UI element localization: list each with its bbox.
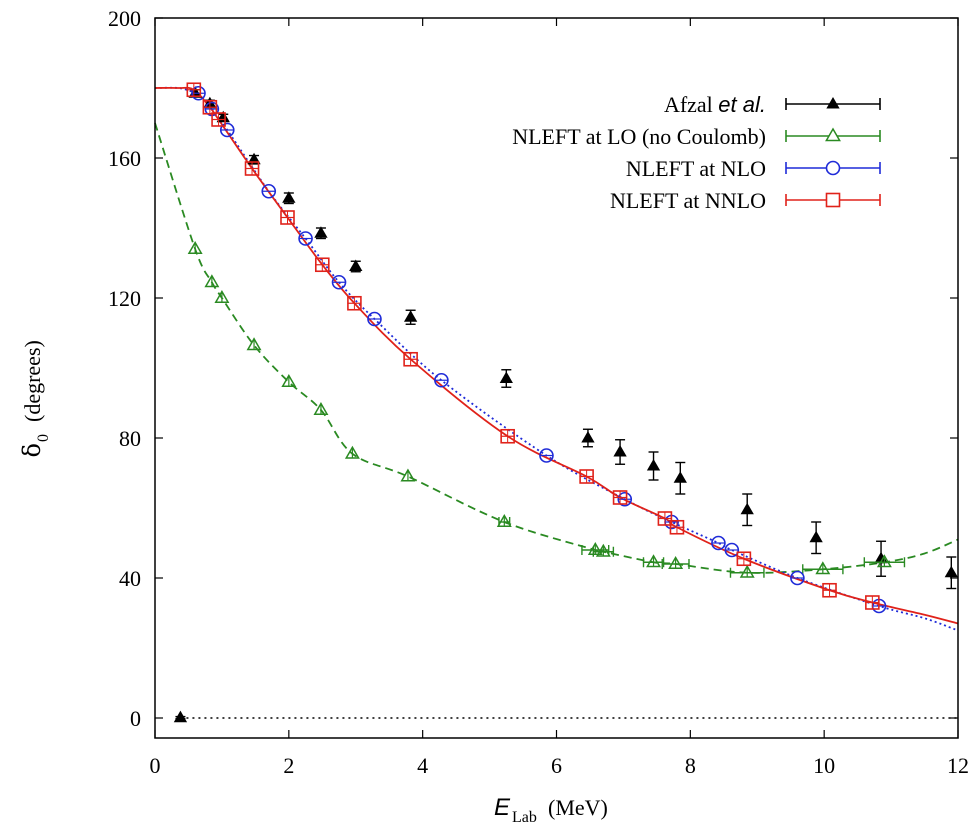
- legend: Afzal et al. NLEFT at LO (no Coulomb) NLEF…: [512, 92, 881, 213]
- nnlo-fit-curve: [154, 86, 959, 625]
- lo-point: [646, 554, 662, 568]
- y-axis-label-subscript: 0: [35, 434, 52, 442]
- curve-layer: [154, 86, 959, 719]
- legend-label: NLEFT at LO (no Coulomb): [512, 124, 766, 149]
- afzal-point: [613, 445, 627, 457]
- lo-point: [876, 554, 892, 568]
- afzal-point: [349, 259, 363, 272]
- afzal-point: [282, 191, 296, 203]
- lo-point: [344, 445, 360, 459]
- lo-point: [400, 468, 416, 482]
- lo-point: [214, 289, 230, 303]
- x-axis-unit: (MeV): [548, 795, 608, 820]
- x-tick-label: 8: [685, 753, 696, 778]
- legend-label: Afzal et al.: [664, 92, 766, 117]
- y-axis-label-group: δ 0 (degrees): [18, 340, 52, 457]
- lo-point: [815, 561, 831, 575]
- lo-point: [587, 541, 603, 555]
- x-tick-label: 6: [551, 753, 562, 778]
- afzal-point: [740, 502, 754, 515]
- lo-point: [204, 274, 220, 288]
- x-tick-label: 10: [813, 753, 835, 778]
- legend-marker: [826, 97, 840, 109]
- lo-point: [281, 373, 297, 387]
- y-tick-label: 80: [119, 426, 141, 451]
- lo-point: [496, 513, 512, 527]
- afzal-point: [673, 471, 687, 483]
- afzal-point: [944, 565, 958, 578]
- x-tick-label: 12: [947, 753, 969, 778]
- legend-marker: [825, 127, 841, 142]
- y-axis-label: δ: [18, 443, 46, 457]
- y-tick-label: 160: [108, 146, 141, 171]
- legend-marker: [825, 160, 841, 176]
- afzal-point: [499, 371, 513, 384]
- marker-layer: [173, 82, 958, 723]
- x-axis-label-subscript: Lab: [512, 809, 537, 826]
- lo-point: [313, 401, 329, 415]
- afzal-point: [646, 459, 661, 471]
- legend-label: NLEFT at NLO: [626, 156, 766, 181]
- lo-point: [668, 555, 684, 569]
- lo-point: [246, 337, 262, 351]
- y-tick-label: 0: [130, 706, 141, 731]
- legend-label: NLEFT at NNLO: [610, 188, 766, 213]
- x-axis-label: E: [494, 794, 511, 821]
- afzal-point: [809, 530, 823, 543]
- afzal-point: [173, 710, 188, 723]
- lo-point: [739, 564, 755, 578]
- y-tick-label: 200: [108, 6, 141, 31]
- afzal-point: [314, 226, 328, 238]
- lo-point: [595, 543, 611, 557]
- afzal-point: [403, 310, 418, 322]
- lo-point: [187, 240, 203, 254]
- lo-fit-curve: [154, 122, 959, 574]
- legend-marker: [825, 192, 841, 208]
- afzal-point: [581, 431, 595, 443]
- y-tick-label: 40: [119, 566, 141, 591]
- x-tick-label: 2: [283, 753, 294, 778]
- y-tick-label: 120: [108, 286, 141, 311]
- y-axis-unit: (degrees): [20, 340, 45, 422]
- x-tick-label: 4: [417, 753, 428, 778]
- x-tick-label: 0: [150, 753, 161, 778]
